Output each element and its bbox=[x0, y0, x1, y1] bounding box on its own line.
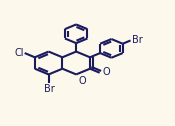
Text: Cl: Cl bbox=[14, 48, 24, 58]
Text: O: O bbox=[103, 67, 111, 77]
Text: O: O bbox=[79, 76, 86, 86]
Text: Br: Br bbox=[132, 36, 143, 45]
Text: Br: Br bbox=[44, 84, 55, 94]
